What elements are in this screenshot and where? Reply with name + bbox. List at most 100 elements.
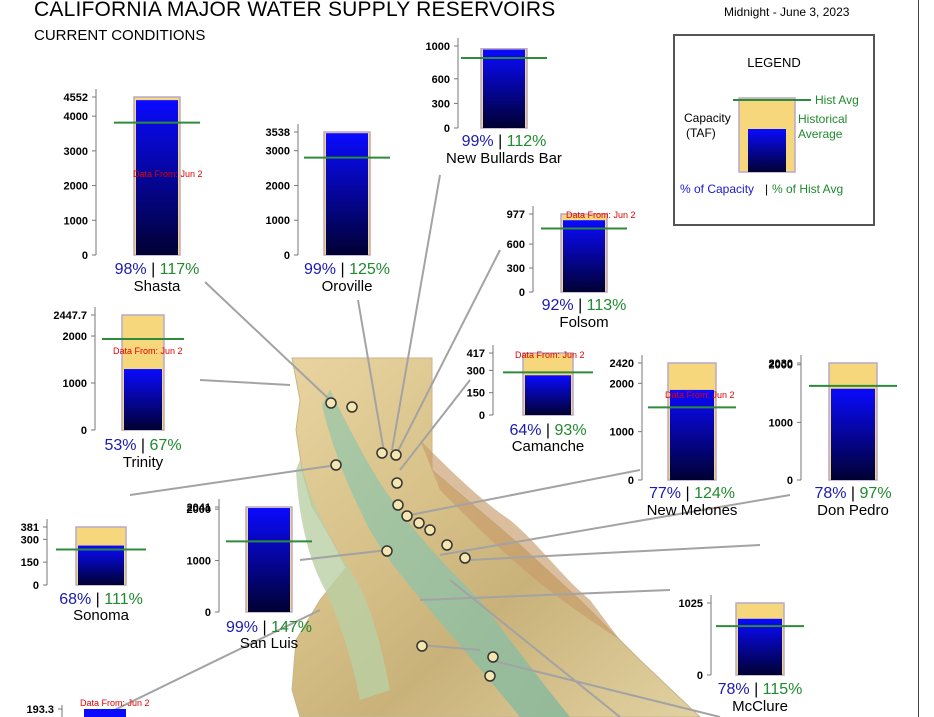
y-tick-label: 2420 bbox=[610, 358, 634, 370]
pct-hist: 117% bbox=[160, 261, 200, 278]
pct-hist: 67% bbox=[150, 437, 182, 454]
y-tick-label: 1025 bbox=[679, 598, 703, 610]
pct-hist: 113% bbox=[587, 297, 627, 314]
y-tick-label: 2000 bbox=[266, 180, 290, 192]
pct-separator: | bbox=[541, 422, 554, 439]
y-tick-label: 0 bbox=[444, 123, 450, 135]
y-tick-label: 1000 bbox=[64, 215, 88, 227]
y-tick-label: 0 bbox=[284, 250, 290, 262]
reservoir-marker bbox=[484, 670, 496, 682]
pct-separator: | bbox=[494, 133, 507, 150]
reservoir-chart: 1025 0 78% | 115%McClure bbox=[679, 595, 804, 715]
percent-label: 98% | 117% bbox=[115, 261, 200, 278]
storage-bar bbox=[525, 375, 571, 415]
y-tick-label: 0 bbox=[697, 670, 703, 682]
y-tick-label: 977 bbox=[507, 209, 525, 221]
leader-line bbox=[129, 465, 331, 496]
legend-storage-bar bbox=[748, 129, 786, 172]
y-tick-label: 2041 bbox=[187, 502, 211, 514]
y-tick-label: 2000 bbox=[769, 360, 793, 372]
y-tick-label: 300 bbox=[467, 365, 485, 377]
pct-capacity: 78% bbox=[814, 485, 846, 502]
y-tick-label: 600 bbox=[507, 239, 525, 251]
sierra-range bbox=[420, 440, 620, 640]
storage-bar bbox=[84, 709, 126, 717]
pct-separator: | bbox=[574, 297, 587, 314]
y-tick-label: 1000 bbox=[610, 427, 634, 439]
reservoir-name: New Melones bbox=[647, 502, 738, 519]
pct-separator: | bbox=[258, 619, 271, 636]
percent-label: 99% | 125% bbox=[304, 261, 390, 278]
reservoir-chart: 1000 600 300 0 99% | 112%New Bullards Bar bbox=[426, 38, 562, 167]
percent-label: 99% | 147% bbox=[226, 619, 312, 636]
pct-hist: 97% bbox=[860, 485, 892, 502]
pct-hist: 125% bbox=[349, 261, 390, 278]
pct-separator: | bbox=[750, 681, 763, 698]
y-tick-label: 1000 bbox=[426, 41, 450, 53]
reservoir-chart: 417 300 150 0 Data From: Jun 2 64% | 93%Caman… bbox=[467, 345, 593, 455]
pct-capacity: 78% bbox=[718, 681, 750, 698]
storage-bar bbox=[738, 618, 782, 675]
percent-label: 78% | 115% bbox=[718, 681, 803, 698]
timestamp: Midnight - June 3, 2023 bbox=[724, 5, 850, 19]
y-tick-label: 1000 bbox=[187, 556, 211, 568]
y-tick-label: 381 bbox=[21, 522, 39, 534]
y-tick-label: 3538 bbox=[266, 127, 290, 139]
leader-line bbox=[299, 549, 389, 561]
y-tick-label: 1000 bbox=[266, 215, 290, 227]
pct-capacity: 77% bbox=[649, 485, 681, 502]
reservoir-marker bbox=[413, 517, 425, 529]
pct-separator: | bbox=[846, 485, 859, 502]
y-tick-label: 150 bbox=[21, 557, 39, 569]
reservoir-name: Trinity bbox=[123, 454, 164, 471]
y-tick-label: 2000 bbox=[64, 181, 88, 193]
pct-capacity: 99% bbox=[226, 619, 258, 636]
storage-bar bbox=[124, 369, 162, 430]
storage-bar bbox=[563, 220, 605, 292]
reservoir-chart: 2420 2000 1000 0 Data From: Jun 2 77% | 124%N… bbox=[610, 355, 738, 519]
leader-lines bbox=[99, 174, 791, 717]
storage-bar bbox=[248, 508, 290, 612]
leader-line bbox=[357, 299, 385, 453]
storage-bar bbox=[326, 133, 368, 255]
data-from-note: Data From: Jun 2 bbox=[113, 346, 183, 356]
reservoir-marker bbox=[416, 640, 428, 652]
leader-line bbox=[399, 379, 471, 471]
percent-label: 78% | 97% bbox=[814, 485, 891, 502]
percent-label: 99% | 112% bbox=[462, 133, 547, 150]
pct-separator: | bbox=[336, 261, 349, 278]
y-tick-label: 0 bbox=[787, 475, 793, 487]
storage-bar bbox=[831, 388, 875, 480]
leader-line bbox=[449, 579, 621, 717]
coast-range bbox=[296, 460, 390, 700]
page-border bbox=[918, 0, 919, 717]
leader-line bbox=[489, 659, 721, 717]
y-tick-label: 2000 bbox=[610, 378, 634, 390]
legend-pct-capacity-label: % of Capacity bbox=[680, 182, 755, 196]
reservoir-name: Camanche bbox=[512, 438, 585, 455]
reservoir-name: San Luis bbox=[240, 635, 298, 652]
data-from-note: Data From: Jun 2 bbox=[566, 210, 636, 220]
pct-hist: 124% bbox=[694, 485, 735, 502]
page-title: CALIFORNIA MAJOR WATER SUPPLY RESERVOIRS bbox=[34, 0, 556, 21]
storage-bar bbox=[136, 100, 178, 255]
leader-line bbox=[439, 494, 791, 556]
reservoir-marker bbox=[401, 510, 413, 522]
leader-line bbox=[99, 609, 321, 717]
reservoir-chart: 193.3 Data From: Jun 2 bbox=[26, 698, 150, 717]
legend-historical-label-2: Average bbox=[798, 127, 843, 141]
legend-hist-avg-label: Hist Avg bbox=[815, 93, 859, 107]
reservoir-chart: 2447.7 2000 1000 0 Data From: Jun 2 53% | 67%… bbox=[53, 307, 184, 471]
y-tick-label: 4000 bbox=[64, 111, 88, 123]
reservoir-marker bbox=[459, 552, 471, 564]
storage-bar bbox=[483, 49, 525, 128]
y-tick-label: 1000 bbox=[769, 417, 793, 429]
reservoir-name: Folsom bbox=[559, 314, 608, 331]
reservoir-marker bbox=[391, 477, 403, 489]
data-from-note: Data From: Jun 2 bbox=[665, 390, 735, 400]
y-tick-label: 300 bbox=[507, 263, 525, 275]
y-tick-label: 0 bbox=[628, 475, 634, 487]
leader-line bbox=[395, 249, 501, 456]
